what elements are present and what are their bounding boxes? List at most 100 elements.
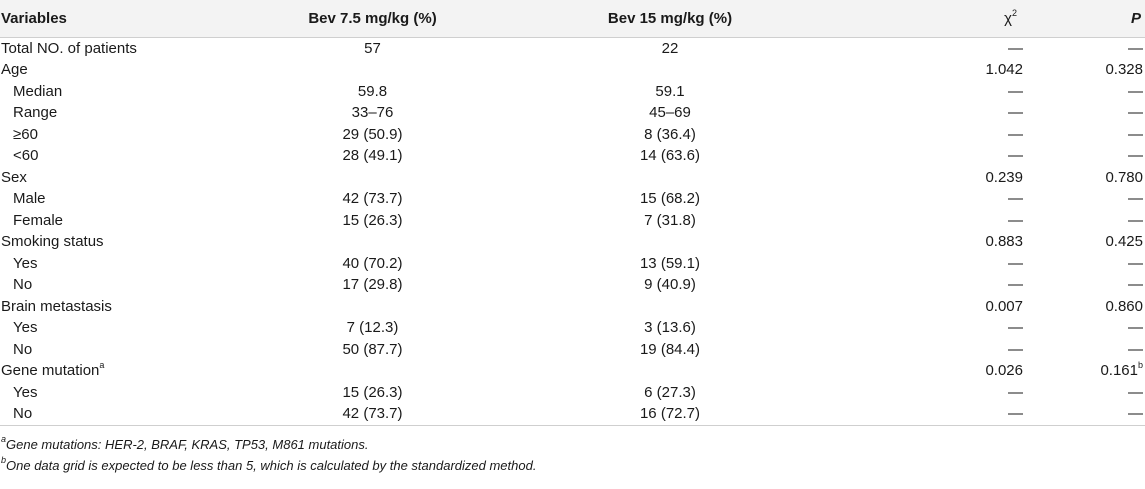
variable-label: Yes <box>13 383 38 401</box>
header-p-value: P <box>1025 0 1145 38</box>
variable-label: Male <box>13 190 46 207</box>
cell-bev-15: 59.1 <box>655 82 685 100</box>
cell-p-value: — <box>1025 188 1145 210</box>
table-body: Total NO. of patients 57 22 — — Age 1.042 0.328… <box>0 37 1145 426</box>
cell-variable: Median <box>0 81 250 103</box>
cell-bev-15 <box>495 231 845 253</box>
header-variables: Variables <box>0 0 250 38</box>
variable-label: Age <box>1 61 28 78</box>
cell-bev-7-5 <box>250 231 495 253</box>
variable-label: Sex <box>1 168 27 186</box>
cell-p-value: — <box>1025 37 1145 59</box>
table-row: Sex 0.239 0.780 <box>0 167 1145 189</box>
p-value-text: — <box>1128 276 1143 293</box>
cell-p-value: 0.780 <box>1025 167 1145 189</box>
variable-label: Brain metastasis <box>1 297 112 315</box>
variable-label: Female <box>13 211 64 229</box>
footnote-b-text: One data grid is expected to be less tha… <box>6 457 537 473</box>
cell-p-value: — <box>1025 403 1145 426</box>
p-value-text: 0.161 <box>1100 362 1138 379</box>
table-row: Female 15 (26.3) 7 (31.8) — — <box>0 210 1145 232</box>
cell-chi-square: — <box>1008 383 1023 401</box>
cell-chi-square: — <box>1008 147 1023 164</box>
table-row: <60 28 (49.1) 14 (63.6) — — <box>0 145 1145 167</box>
table-row: Yes 7 (12.3) 3 (13.6) — — <box>0 317 1145 339</box>
p-value-text: — <box>1128 104 1143 121</box>
cell-variable: Smoking status <box>0 231 250 253</box>
p-value-text: — <box>1128 39 1143 57</box>
cell-bev-7-5 <box>250 296 495 318</box>
variable-label: Yes <box>13 254 38 272</box>
footnote-a: aGene mutations: HER-2, BRAF, KRAS, TP53… <box>0 434 1145 455</box>
cell-chi-square: — <box>1008 39 1023 57</box>
variable-label: Gene mutation <box>1 362 100 379</box>
cell-bev-7-5: 28 (49.1) <box>342 147 403 164</box>
cell-bev-15: 9 (40.9) <box>644 276 696 293</box>
cell-bev-7-5: 59.8 <box>357 82 388 100</box>
cell-bev-15: 3 (13.6) <box>644 319 696 336</box>
cell-variable: Female <box>0 210 250 232</box>
variable-label: Yes <box>13 319 38 336</box>
table-row: Gene mutationa 0.026 0.161b <box>0 360 1145 382</box>
cell-bev-15 <box>495 296 845 318</box>
cell-variable: ≥60 <box>0 124 250 146</box>
table-row: Smoking status 0.883 0.425 <box>0 231 1145 253</box>
table-row: Age 1.042 0.328 <box>0 59 1145 81</box>
cell-chi-square: — <box>1008 319 1023 336</box>
cell-p-value: — <box>1025 124 1145 146</box>
p-value-text: — <box>1128 211 1143 229</box>
cell-chi-square: 0.026 <box>985 362 1023 379</box>
cell-bev-7-5: 42 (73.7) <box>250 403 495 426</box>
p-value-text: 0.780 <box>1105 168 1143 186</box>
cell-chi-square: — <box>1008 125 1023 143</box>
variable-label: Range <box>13 104 58 121</box>
cell-p-value: — <box>1025 102 1145 124</box>
cell-bev-7-5: 7 (12.3) <box>346 319 399 336</box>
cell-variable: No <box>0 403 250 426</box>
cell-variable: Male <box>0 188 250 210</box>
cell-p-value: — <box>1025 145 1145 167</box>
cell-chi-square: 0.007 <box>985 297 1023 315</box>
header-chi-superscript: 2 <box>1011 7 1017 18</box>
header-bev-15: Bev 15 mg/kg (%) <box>495 0 845 38</box>
cell-bev-15: 7 (31.8) <box>644 211 696 229</box>
cell-variable: Range <box>0 102 250 124</box>
cell-p-value: — <box>1025 210 1145 232</box>
cell-bev-15: 14 (63.6) <box>639 147 701 164</box>
cell-variable: Total NO. of patients <box>0 37 250 59</box>
p-value-text: — <box>1128 125 1143 143</box>
cell-bev-15: 45–69 <box>649 104 691 121</box>
cell-p-value: — <box>1025 253 1145 275</box>
cell-bev-15 <box>495 360 845 382</box>
header-chi-square: χ2 <box>845 0 1025 38</box>
footnote-a-text: Gene mutations: HER-2, BRAF, KRAS, TP53,… <box>6 436 369 452</box>
cell-bev-7-5: 57 <box>364 39 381 57</box>
cell-variable: Sex <box>0 167 250 189</box>
cell-variable: No <box>0 339 250 361</box>
cell-chi-square: — <box>1008 340 1023 358</box>
cell-variable: <60 <box>0 145 250 167</box>
cell-bev-7-5: 15 (26.3) <box>342 211 403 229</box>
cell-p-value: — <box>1025 317 1145 339</box>
cell-bev-15: 15 (68.2) <box>639 190 701 207</box>
cell-p-value: — <box>1025 339 1145 361</box>
cell-variable: Yes <box>0 317 250 339</box>
variable-label: No <box>13 340 33 358</box>
table-row: No 50 (87.7) 19 (84.4) — — <box>0 339 1145 361</box>
p-value-text: 0.328 <box>1105 61 1143 78</box>
cell-p-value: 0.860 <box>1025 296 1145 318</box>
p-value-text: — <box>1128 405 1143 422</box>
cell-chi-square: — <box>1008 104 1023 121</box>
cell-variable: Age <box>0 59 250 81</box>
p-value-text: — <box>1128 147 1143 164</box>
cell-p-value: 0.161b <box>1025 360 1145 382</box>
cell-bev-15: 6 (27.3) <box>644 383 696 401</box>
cell-variable: Gene mutationa <box>0 360 250 382</box>
cell-chi-square: — <box>845 403 1025 426</box>
cell-chi-square: — <box>1008 276 1023 293</box>
table-row: No 17 (29.8) 9 (40.9) — — <box>0 274 1145 296</box>
table-row: Range 33–76 45–69 — — <box>0 102 1145 124</box>
cell-bev-7-5: 50 (87.7) <box>342 340 403 358</box>
footnote-b-mark: b <box>1 455 7 466</box>
variable-label: ≥60 <box>13 125 38 143</box>
